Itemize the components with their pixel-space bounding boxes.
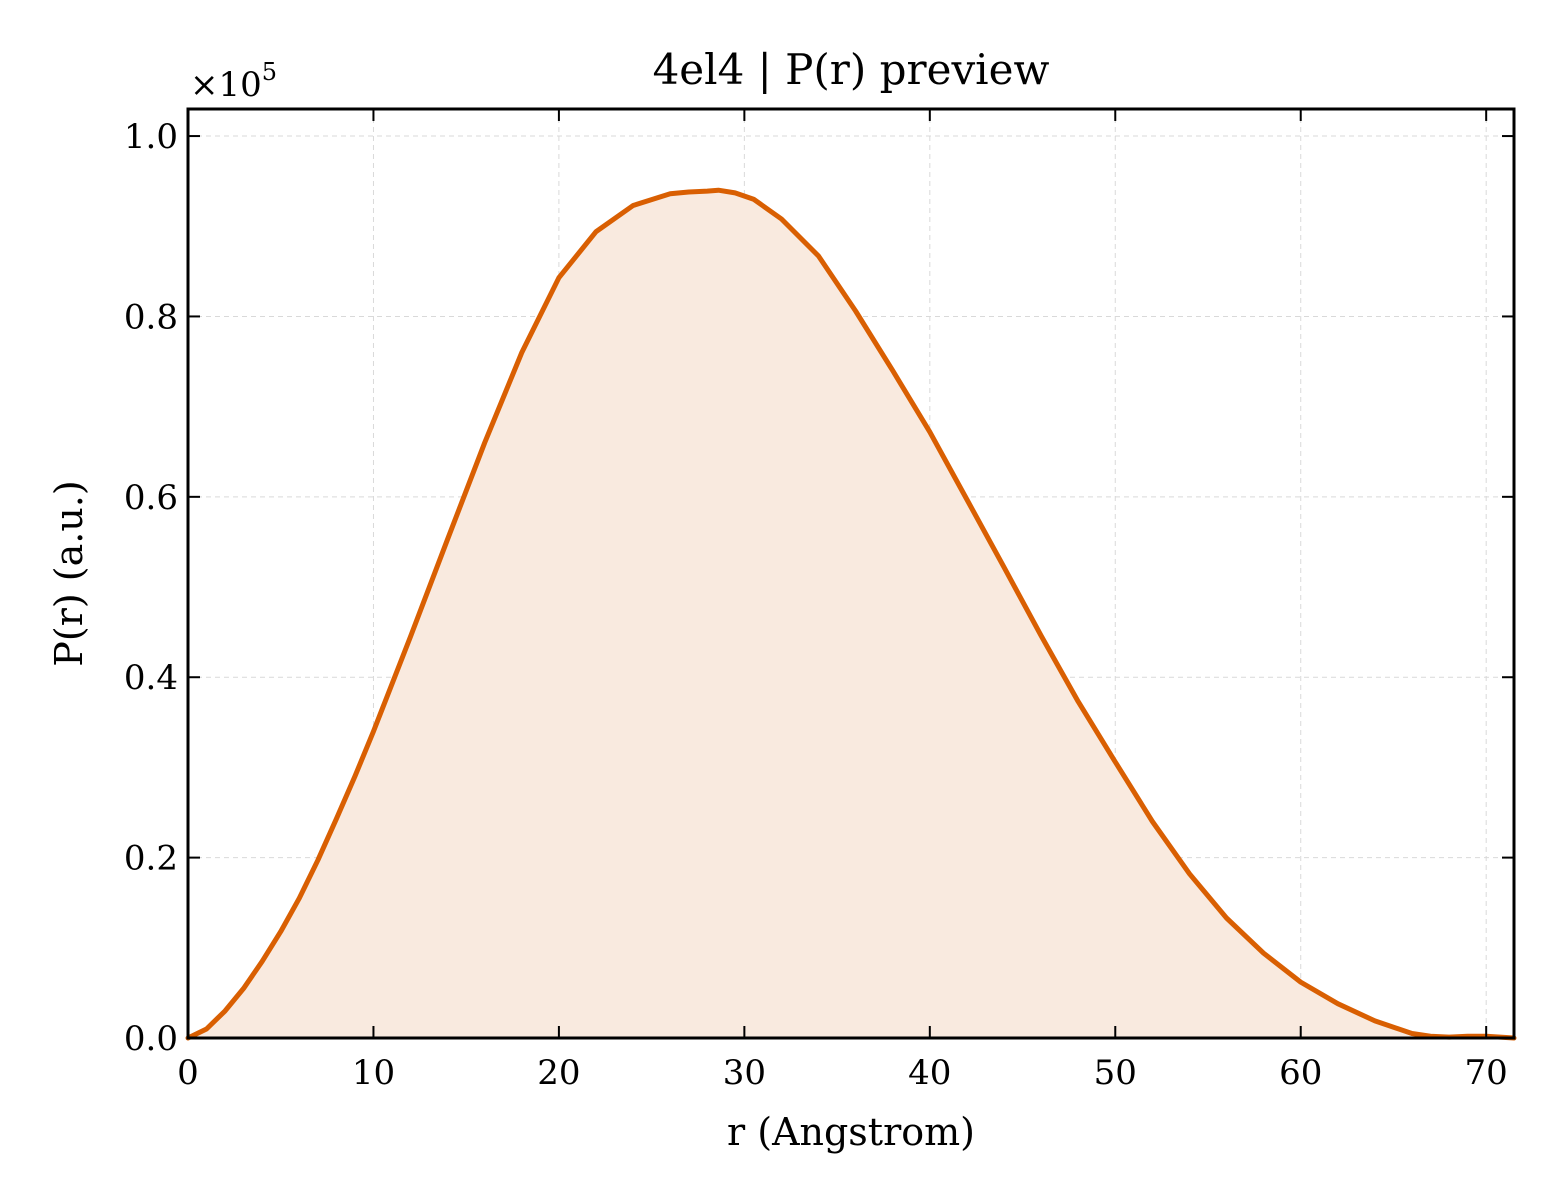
x-axis-ticks: 0 10 20 30 40 50 60 70 (177, 109, 1508, 1093)
y-axis-title: P(r) (a.u.) (47, 480, 91, 666)
y-tick-label: 0.6 (124, 478, 178, 518)
y-tick-label: 1.0 (124, 117, 178, 157)
chart-title: 4el4 | P(r) preview (653, 45, 1050, 94)
plot-frame (186, 107, 1516, 1040)
y-tick-label: 0.0 (124, 1019, 178, 1059)
x-tick-label: 60 (1279, 1053, 1322, 1093)
x-tick-label: 70 (1465, 1053, 1508, 1093)
x-tick-label: 50 (1094, 1053, 1137, 1093)
x-axis-title: r (Angstrom) (727, 1110, 975, 1154)
y-axis-multiplier-base: ×10 (190, 65, 262, 105)
y-tick-label: 0.2 (124, 839, 178, 879)
y-axis-multiplier-exponent: 5 (262, 58, 277, 86)
y-axis-ticks: 0.0 0.2 0.4 0.6 0.8 1.0 (124, 117, 1514, 1059)
series-area-fill (188, 190, 1514, 1038)
y-tick-label: 0.8 (124, 297, 178, 337)
series-line (185, 187, 1517, 1041)
x-tick-label: 10 (352, 1053, 395, 1093)
y-axis-multiplier: ×105 (190, 58, 277, 105)
x-tick-label: 0 (177, 1053, 199, 1093)
x-tick-label: 30 (723, 1053, 766, 1093)
x-tick-label: 20 (537, 1053, 580, 1093)
x-tick-label: 40 (908, 1053, 951, 1093)
y-tick-label: 0.4 (124, 658, 178, 698)
